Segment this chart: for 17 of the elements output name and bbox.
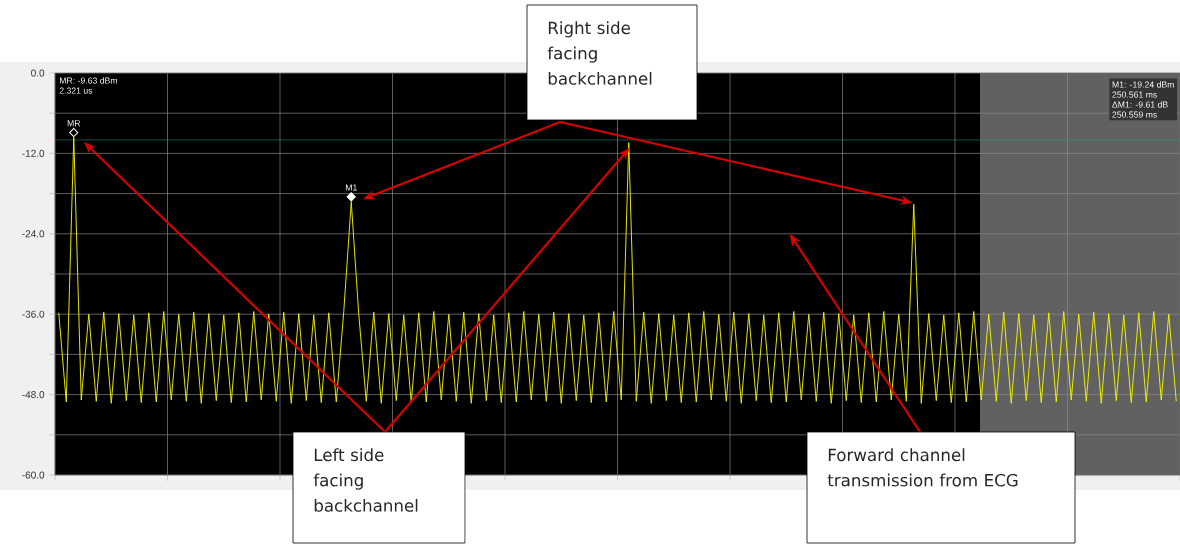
- y-tick-label: -60.0: [22, 471, 45, 479]
- annotation: Left side facing backchannel: [313, 448, 418, 512]
- annotation: 250.559 ms: [1112, 111, 1157, 118]
- y-tick-label: -36.0: [22, 310, 45, 318]
- annotation: ΔM1: -9.61 dB: [1112, 101, 1168, 108]
- annotation: Forward channel transmission from ECG: [827, 448, 1018, 487]
- y-tick-label: -12.0: [22, 149, 45, 157]
- annotation: M1: -19.24 dBm: [1112, 81, 1174, 88]
- annotation: M1: [345, 184, 357, 191]
- annotation: MR: [67, 120, 81, 127]
- annotation: 250.561 ms: [1112, 91, 1157, 98]
- y-tick-label: -48.0: [22, 391, 45, 399]
- annotation: MR: -9.63 dBm: [59, 77, 117, 84]
- y-tick-label: 0.0: [31, 69, 45, 77]
- annotation: 2.321 us: [59, 87, 93, 94]
- annotation: Right side facing backchannel: [547, 21, 652, 85]
- y-tick-label: -24.0: [22, 230, 45, 238]
